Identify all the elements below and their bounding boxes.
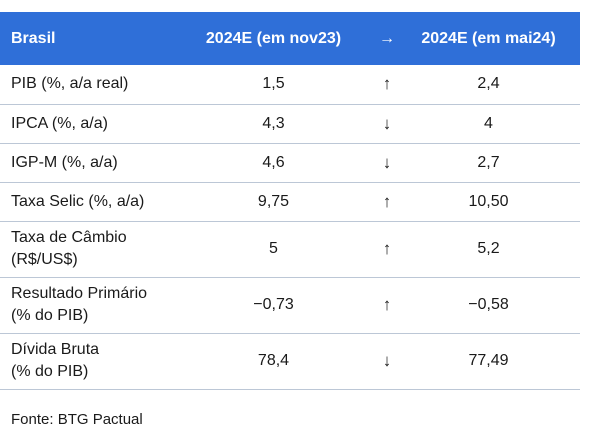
prev-value: −0,73 xyxy=(170,277,377,334)
table-header-row: Brasil 2024E (em nov23) → 2024E (em mai2… xyxy=(0,12,580,65)
row-label: Resultado Primário (% do PIB) xyxy=(0,277,170,334)
table-row: PIB (%, a/a real) 1,5 ↑ 2,4 xyxy=(0,65,580,105)
new-value: −0,58 xyxy=(397,277,580,334)
prev-value: 4,6 xyxy=(170,143,377,183)
arrow-down-icon: ↓ xyxy=(377,104,397,144)
source-note: Fonte: BTG Pactual xyxy=(11,411,143,428)
row-label: IPCA (%, a/a) xyxy=(0,104,170,144)
new-value: 10,50 xyxy=(397,182,580,222)
new-value: 2,4 xyxy=(397,65,580,105)
arrow-down-icon: ↓ xyxy=(377,333,397,390)
header-prev-forecast: 2024E (em nov23) xyxy=(205,29,342,47)
header-new-forecast: 2024E (em mai24) xyxy=(421,29,556,47)
arrow-up-icon: ↑ xyxy=(377,65,397,105)
prev-value: 4,3 xyxy=(170,104,377,144)
header-arrow: → xyxy=(379,29,395,47)
table-row: IGP-M (%, a/a) 4,6 ↓ 2,7 xyxy=(0,143,580,183)
row-label: Taxa de Câmbio (R$/US$) xyxy=(0,221,170,278)
arrow-up-icon: ↑ xyxy=(377,182,397,222)
new-value: 2,7 xyxy=(397,143,580,183)
arrow-up-icon: ↑ xyxy=(377,221,397,278)
table-row: Dívida Bruta (% do PIB) 78,4 ↓ 77,49 xyxy=(0,333,580,390)
prev-value: 1,5 xyxy=(170,65,377,105)
new-value: 77,49 xyxy=(397,333,580,390)
table-row: Taxa de Câmbio (R$/US$) 5 ↑ 5,2 xyxy=(0,221,580,278)
row-label: PIB (%, a/a real) xyxy=(0,65,170,105)
prev-value: 9,75 xyxy=(170,182,377,222)
new-value: 5,2 xyxy=(397,221,580,278)
prev-value: 5 xyxy=(170,221,377,278)
row-label: IGP-M (%, a/a) xyxy=(0,143,170,183)
header-country: Brasil xyxy=(11,29,56,47)
table-row: Resultado Primário (% do PIB) −0,73 ↑ −0,… xyxy=(0,277,580,334)
forecast-table: Brasil 2024E (em nov23) → 2024E (em mai2… xyxy=(0,12,580,390)
row-label: Taxa Selic (%, a/a) xyxy=(0,182,170,222)
arrow-down-icon: ↓ xyxy=(377,143,397,183)
arrow-up-icon: ↑ xyxy=(377,277,397,334)
prev-value: 78,4 xyxy=(170,333,377,390)
row-label: Dívida Bruta (% do PIB) xyxy=(0,333,170,390)
table-row: Taxa Selic (%, a/a) 9,75 ↑ 10,50 xyxy=(0,182,580,222)
table-row: IPCA (%, a/a) 4,3 ↓ 4 xyxy=(0,104,580,144)
new-value: 4 xyxy=(397,104,580,144)
